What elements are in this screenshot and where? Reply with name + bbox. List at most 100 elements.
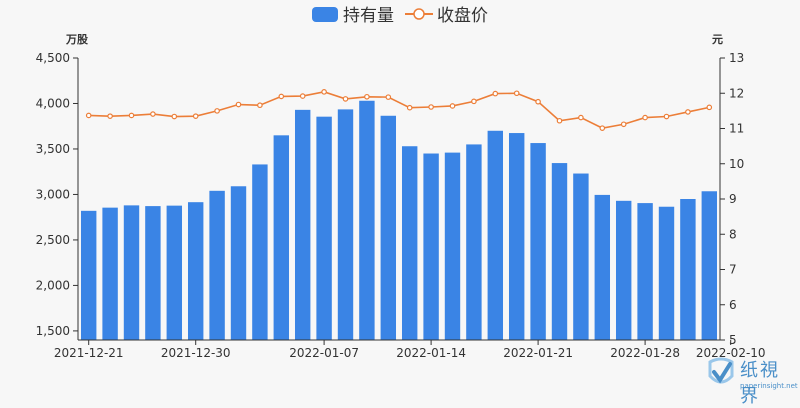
close-price-point bbox=[535, 98, 541, 105]
close-price-point bbox=[299, 93, 306, 99]
watermark-logo: 纸視界 paperinsight.net bbox=[704, 354, 798, 407]
right-axis-tick-label: 10 bbox=[729, 157, 744, 171]
x-axis-tick-label: 2022-01-21 bbox=[503, 346, 573, 360]
close-price-point bbox=[663, 113, 670, 120]
x-axis-tick-label: 2022-01-14 bbox=[396, 346, 466, 360]
close-price-point bbox=[492, 90, 499, 97]
holdings-bar bbox=[359, 100, 375, 340]
close-price-point bbox=[449, 103, 456, 109]
holdings-bar bbox=[466, 144, 482, 340]
close-price-point bbox=[321, 89, 327, 95]
close-price-point bbox=[513, 90, 520, 97]
x-axis-tick-label: 2022-02-10 bbox=[696, 346, 766, 360]
close-price-point bbox=[685, 109, 691, 115]
close-price-point bbox=[85, 112, 92, 119]
left-axis: 1,500 2,000 2,500 3,000 3,500 4,000 4,500 bbox=[36, 51, 79, 340]
holdings-bar bbox=[209, 190, 225, 340]
close-price-point bbox=[342, 96, 349, 102]
right-axis-tick-label: 8 bbox=[729, 227, 737, 241]
left-axis-tick-label: 2,500 bbox=[36, 233, 70, 247]
close-price-line bbox=[85, 89, 713, 131]
close-price-point bbox=[406, 104, 413, 111]
holdings-bar bbox=[166, 205, 183, 340]
legend-label-holdings: 持有量 bbox=[343, 6, 394, 26]
close-price-point bbox=[150, 111, 156, 117]
holdings-bar bbox=[316, 116, 332, 340]
close-price-point bbox=[278, 93, 285, 100]
legend-item-holdings[interactable]: 持有量 bbox=[312, 6, 394, 26]
holdings-bar bbox=[401, 146, 418, 340]
watermark-check-icon bbox=[708, 357, 734, 384]
close-price-point bbox=[428, 104, 434, 110]
right-axis-unit: 元 bbox=[712, 33, 723, 46]
holdings-bar bbox=[145, 206, 161, 340]
holdings-bar bbox=[551, 163, 568, 340]
holdings-bar bbox=[187, 202, 204, 340]
close-price-point bbox=[107, 113, 113, 119]
x-axis-tick-label: 2022-01-07 bbox=[289, 346, 359, 360]
holdings-bar bbox=[658, 206, 675, 340]
right-axis-tick-label: 7 bbox=[729, 263, 737, 277]
close-price-point bbox=[257, 102, 263, 109]
close-price-point bbox=[128, 112, 135, 119]
close-price-point bbox=[620, 121, 627, 128]
close-price-point bbox=[192, 113, 199, 119]
close-price-point bbox=[364, 93, 370, 100]
holdings-bar bbox=[594, 194, 611, 340]
holdings-bar bbox=[487, 130, 504, 340]
holdings-bar bbox=[701, 191, 718, 340]
holdings-bar bbox=[615, 200, 632, 340]
holdings-bar bbox=[380, 115, 397, 340]
legend-item-close-price[interactable]: 收盘价 bbox=[405, 6, 488, 26]
holdings-bar bbox=[573, 173, 589, 340]
right-axis-tick-label: 12 bbox=[729, 86, 744, 100]
close-price-point bbox=[214, 108, 220, 114]
holdings-bar bbox=[337, 109, 354, 340]
x-axis-tick-label: 2021-12-30 bbox=[161, 346, 231, 360]
left-axis-tick-label: 3,000 bbox=[36, 187, 70, 201]
left-axis-tick-label: 4,500 bbox=[36, 51, 70, 65]
right-axis-tick-label: 5 bbox=[729, 333, 737, 347]
close-price-point bbox=[235, 101, 242, 108]
holdings-bars bbox=[80, 100, 718, 340]
chart-legend[interactable]: 持有量 收盘价 bbox=[312, 6, 488, 26]
holdings-bar bbox=[80, 210, 97, 340]
legend-marker-close-price bbox=[413, 8, 425, 20]
x-axis-tick-label: 2022-01-28 bbox=[610, 346, 680, 360]
close-price-point bbox=[471, 98, 477, 105]
close-price-point bbox=[642, 114, 648, 121]
right-axis-tick-label: 11 bbox=[729, 122, 744, 136]
legend-label-close-price: 收盘价 bbox=[437, 6, 488, 26]
watermark-url: paperinsight.net bbox=[740, 382, 798, 390]
close-price-point bbox=[706, 104, 713, 111]
close-price-point bbox=[556, 117, 563, 124]
x-axis-tick-label: 2021-12-21 bbox=[54, 346, 124, 360]
right-axis: 5 6 7 8 9 10 11 12 13 bbox=[719, 51, 744, 347]
close-price-point bbox=[385, 94, 392, 100]
left-axis-tick-label: 4,000 bbox=[36, 96, 70, 110]
legend-swatch-holdings bbox=[312, 7, 338, 22]
holdings-bar bbox=[123, 205, 140, 340]
holdings-bar bbox=[637, 203, 653, 340]
holdings-bar bbox=[680, 199, 696, 340]
holdings-bar bbox=[423, 153, 439, 340]
holdings-bar bbox=[444, 152, 461, 340]
holdings-bar bbox=[102, 207, 118, 340]
left-axis-unit: 万股 bbox=[65, 33, 89, 46]
holdings-bar bbox=[530, 143, 546, 340]
right-axis-tick-label: 6 bbox=[729, 298, 737, 312]
holdings-bar bbox=[508, 133, 525, 340]
close-price-point bbox=[578, 114, 584, 121]
left-axis-tick-label: 2,000 bbox=[36, 278, 70, 292]
right-axis-tick-label: 9 bbox=[729, 192, 737, 206]
x-axis: 2021-12-21 2021-12-30 2022-01-07 2022-01-14… bbox=[54, 339, 766, 360]
close-price-point bbox=[599, 125, 606, 131]
holdings-bar bbox=[252, 164, 268, 340]
right-axis-tick-label: 13 bbox=[729, 51, 744, 65]
holdings-bar bbox=[294, 109, 311, 340]
close-price-polyline bbox=[88, 91, 710, 129]
holdings-bar bbox=[273, 135, 290, 340]
close-price-point bbox=[171, 113, 178, 120]
holdings-bar bbox=[230, 186, 247, 340]
